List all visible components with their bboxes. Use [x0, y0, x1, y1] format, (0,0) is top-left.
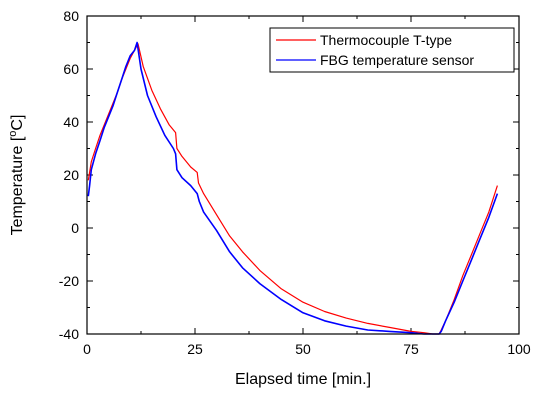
y-axis-title-main: Temperature [: [9, 136, 26, 235]
y-tick-labels: -40 -20 0 20 40 60 80: [59, 8, 79, 342]
x-tick-label: 100: [507, 341, 531, 357]
y-tick-label: 40: [63, 114, 79, 130]
y-axis-title-degree: o: [7, 131, 19, 137]
series-layer: [87, 41, 499, 335]
y-tick-label: 80: [63, 8, 79, 24]
legend-box: [269, 27, 515, 73]
x-tick-label: 75: [403, 341, 419, 357]
legend-label-fbg: FBG temperature sensor: [320, 52, 474, 68]
y-axis-title: Temperature [oC]: [7, 115, 26, 236]
y-tick-label: 20: [63, 167, 79, 183]
y-tick-label: -40: [59, 326, 79, 342]
legend-label-thermocouple: Thermocouple T-type: [320, 32, 452, 48]
series-line-fbg: [87, 41, 499, 335]
x-tick-labels: 0 25 50 75 100: [83, 341, 531, 357]
series-line-thermocouple: [87, 43, 498, 335]
plot-frame: [86, 15, 520, 335]
x-tick-label: 0: [83, 341, 91, 357]
x-tick-label: 25: [187, 341, 203, 357]
y-tick-label: -20: [59, 273, 79, 289]
y-tick-label: 60: [63, 61, 79, 77]
y-axis-title-unit: C]: [9, 115, 26, 131]
x-axis-title: Elapsed time [min.]: [235, 371, 371, 388]
y-tick-label: 0: [71, 220, 79, 236]
legend: Thermocouple T-type FBG temperature sens…: [269, 27, 515, 73]
x-tick-label: 50: [295, 341, 311, 357]
